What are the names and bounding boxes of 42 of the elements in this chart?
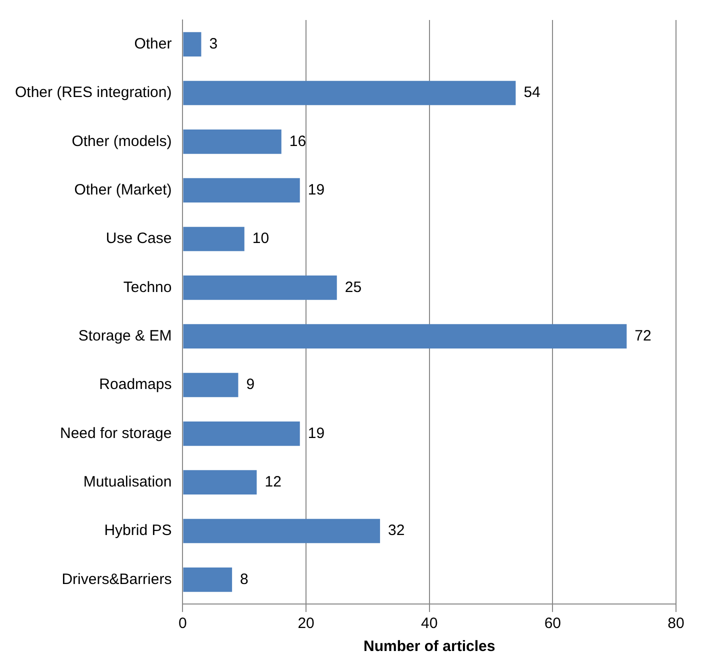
y-tick-label: Roadmaps [99, 376, 172, 394]
bar [183, 470, 257, 494]
x-axis-title: Number of articles [364, 638, 496, 656]
data-label: 32 [388, 522, 405, 540]
data-label: 3 [209, 35, 218, 52]
data-label: 19 [308, 181, 325, 198]
y-tick-label: Techno [123, 278, 172, 296]
y-tick-label: Hybrid PS [104, 522, 172, 540]
y-tick-label: Drivers&Barriers [62, 570, 172, 588]
x-tick-label: 60 [544, 615, 562, 632]
bar [183, 80, 516, 106]
data-label: 8 [240, 570, 248, 588]
bar [183, 324, 627, 348]
bar [183, 130, 282, 154]
data-label: 16 [289, 132, 306, 150]
bar [183, 226, 244, 252]
x-tick-label: 80 [668, 615, 684, 632]
bar [183, 372, 238, 398]
data-label: 9 [246, 376, 255, 394]
bar [183, 178, 300, 202]
y-tick-label: Other (models) [72, 132, 172, 150]
x-tick-label: 20 [298, 615, 314, 632]
y-tick-label: Other [134, 35, 172, 52]
data-label: 25 [344, 278, 362, 296]
data-label: 12 [264, 473, 282, 490]
x-tick-label: 0 [178, 615, 187, 632]
data-label: 19 [308, 424, 325, 442]
x-tick-label: 40 [421, 615, 438, 632]
data-label: 72 [634, 327, 652, 344]
data-label: 10 [252, 230, 270, 248]
bar [183, 276, 337, 300]
bar [183, 422, 300, 446]
y-tick-label: Other (RES integration) [14, 84, 172, 102]
y-tick-label: Use Case [106, 230, 172, 248]
y-tick-label: Storage & EM [78, 327, 172, 344]
bar [183, 568, 232, 592]
y-tick-label: Need for storage [60, 424, 172, 442]
data-label: 54 [524, 84, 540, 102]
bar [183, 32, 202, 56]
y-tick-label: Other (Market) [74, 181, 172, 198]
y-tick-label: Mutualisation [83, 473, 172, 490]
bar [183, 518, 380, 544]
